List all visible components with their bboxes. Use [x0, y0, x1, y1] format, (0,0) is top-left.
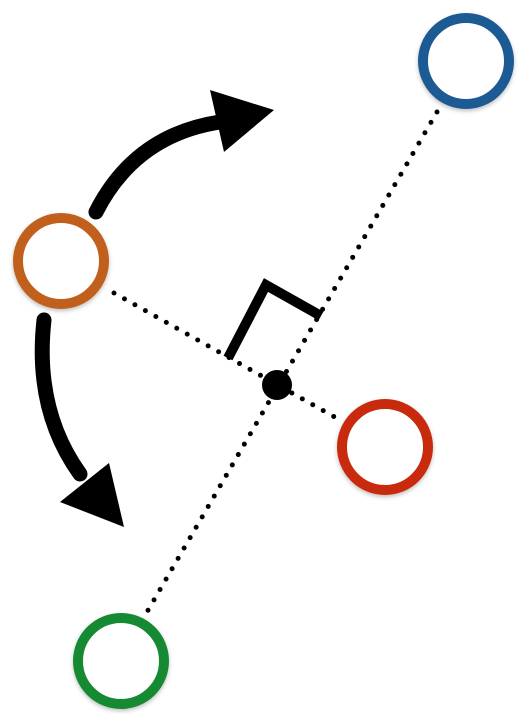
right-angle-icon: [223, 278, 324, 361]
curved-arrow-icon-lower: [34, 312, 124, 527]
blue-node: [418, 13, 514, 109]
orange-node: [13, 213, 109, 309]
red-node: [337, 399, 433, 495]
center-point: [262, 370, 292, 400]
green-node: [73, 613, 169, 709]
curved-arrow-icon-upper: [88, 90, 274, 220]
blue-green-dotted-line: [144, 109, 440, 615]
